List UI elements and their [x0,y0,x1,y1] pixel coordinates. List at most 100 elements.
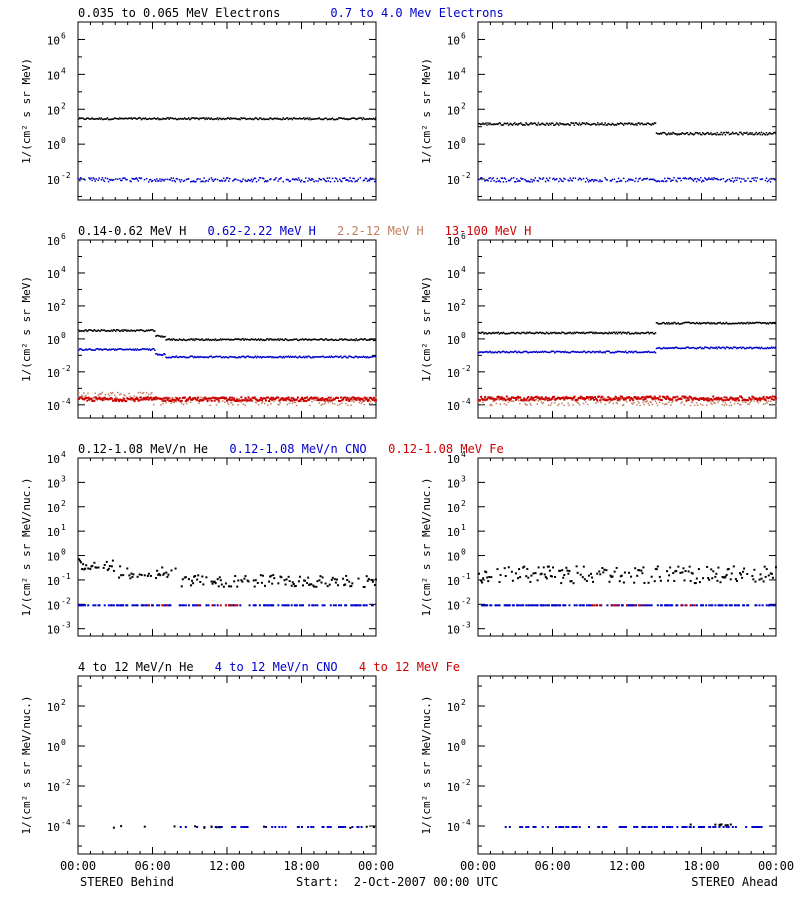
data-point [369,396,372,399]
data-point [141,398,144,401]
data-point [370,338,373,340]
data-point [504,178,507,180]
data-point [173,825,176,828]
data-point [675,179,677,182]
data-point [208,117,211,120]
data-point [729,396,732,399]
data-point [600,396,603,399]
data-point [308,177,310,180]
data-point [106,330,109,332]
data-point [300,826,303,828]
data-point [369,400,372,403]
data-point [154,398,157,401]
data-point [707,178,709,180]
data-point [234,399,237,402]
data-point [568,569,571,572]
data-point [83,330,85,333]
data-point [182,180,185,183]
data-point [736,133,739,136]
data-point [371,355,374,358]
data-point [84,397,87,400]
data-point [315,585,318,588]
data-point [486,350,488,353]
data-point [245,398,248,401]
data-point [193,397,196,400]
data-point [295,604,298,607]
data-point [106,349,109,351]
data-point [276,117,278,120]
legend-entry: 4 to 12 MeV/n CNO [215,660,338,674]
data-point [547,179,550,182]
data-point [566,332,568,335]
data-point [335,118,338,120]
data-point [364,397,367,400]
data-point [523,565,526,568]
y-tick-exponent: -3 [61,621,71,630]
data-point [262,177,265,180]
data-point [611,178,614,181]
data-point [753,568,756,571]
data-point [136,329,139,331]
data-point [349,118,351,120]
data-point [708,322,710,324]
data-point [105,118,108,120]
data-point [149,329,152,331]
data-point [694,131,697,134]
data-point [569,580,572,583]
data-point [749,398,752,401]
data-point [246,118,249,120]
data-point [340,396,343,399]
data-point [772,604,775,607]
data-point [681,604,684,607]
data-point [352,117,354,119]
data-point [365,118,368,120]
data-point [585,122,588,124]
data-point [168,338,170,340]
data-point [304,118,306,121]
data-point [638,397,641,400]
data-point [497,180,500,183]
data-point [766,396,769,399]
data-point [717,346,719,349]
data-point [763,398,766,401]
data-point [113,394,116,397]
data-point [198,402,200,405]
data-point [767,179,770,182]
data-point [357,356,360,359]
data-point [583,122,586,125]
data-point [365,356,368,359]
data-point [251,118,254,120]
data-point [645,332,647,334]
data-point [684,321,687,324]
data-point [649,395,652,398]
data-point [309,117,311,119]
data-point [651,403,654,406]
data-point [205,356,207,359]
data-point [549,331,552,334]
data-point [500,351,503,353]
data-point [372,826,375,829]
data-point [173,356,176,358]
data-point [525,826,528,828]
data-point [258,176,261,179]
y-tick-label: 10 [447,781,460,794]
data-point [353,604,356,607]
data-point [638,569,641,572]
data-point [304,579,307,582]
data-point [503,177,506,179]
data-point [315,180,317,182]
data-point [97,397,100,400]
data-point [158,118,160,121]
data-point [177,339,180,342]
data-point [663,396,666,399]
data-point [285,117,288,119]
data-point [98,604,101,607]
data-point [160,118,162,121]
data-point [772,132,775,134]
data-point [155,577,158,580]
data-point [512,351,515,354]
y-tick-label: 10 [447,235,460,248]
data-point [192,117,194,119]
data-point [659,398,662,401]
data-point [516,331,518,334]
